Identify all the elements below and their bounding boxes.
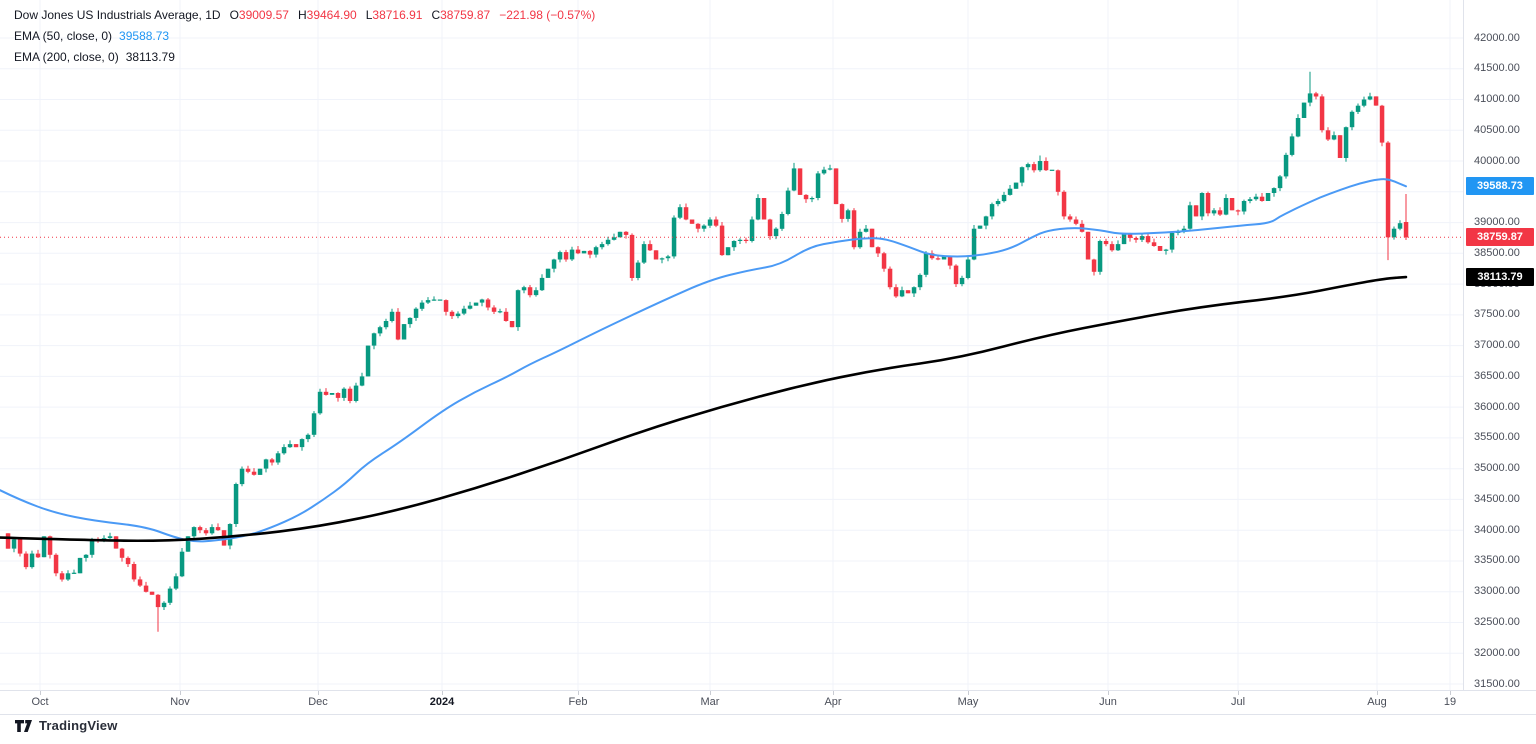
price-axis-label: 36000.00	[1474, 400, 1520, 413]
time-axis-label: 2024	[429, 696, 455, 708]
legend-symbol-row[interactable]: Dow Jones US Industrials Average, 1D O39…	[14, 8, 595, 29]
time-axis-tick	[1238, 691, 1239, 695]
ema50-value: 39588.73	[119, 29, 170, 43]
brand-text: TradingView	[39, 718, 118, 733]
time-axis-label: Jul	[1230, 696, 1246, 708]
price-axis-label: 32000.00	[1474, 646, 1520, 659]
price-axis-label: 41000.00	[1474, 93, 1520, 106]
ohlc-high: H39464.90	[297, 8, 357, 22]
time-axis-tick	[968, 691, 969, 695]
price-axis-label: 41500.00	[1474, 62, 1520, 75]
price-axis-label: 32500.00	[1474, 615, 1520, 628]
legend-ema200-row[interactable]: EMA (200, close, 0) 38113.79	[14, 50, 595, 71]
price-axis-label: 36500.00	[1474, 369, 1520, 382]
time-axis-label: Mar	[700, 696, 720, 708]
chart-legend: Dow Jones US Industrials Average, 1D O39…	[14, 8, 595, 71]
time-axis-tick	[1108, 691, 1109, 695]
ema-50-line[interactable]	[0, 178, 1407, 543]
time-axis-tick	[1377, 691, 1378, 695]
ema50-label: EMA (50, close, 0)	[14, 29, 113, 43]
ema50-price-badge: 39588.73	[1466, 177, 1534, 196]
price-axis-label: 40500.00	[1474, 123, 1520, 136]
time-axis-label: May	[957, 696, 979, 708]
time-axis-tick	[40, 691, 41, 695]
time-axis-label: Aug	[1367, 696, 1387, 708]
ohlc-close: C38759.87	[431, 8, 491, 22]
tradingview-mark-icon	[15, 719, 32, 732]
price-axis-label: 40000.00	[1474, 154, 1520, 167]
time-axis-tick	[1450, 691, 1451, 695]
price-axis-label: 34500.00	[1474, 492, 1520, 505]
time-axis-label: Nov	[170, 696, 190, 708]
time-axis-tick	[578, 691, 579, 695]
ema200-price-badge: 38113.79	[1466, 268, 1534, 287]
gridlines	[0, 0, 1463, 690]
price-axis-label: 35000.00	[1474, 462, 1520, 475]
price-axis-label: 34000.00	[1474, 523, 1520, 536]
price-axis-label: 42000.00	[1474, 31, 1520, 44]
time-axis-tick	[710, 691, 711, 695]
price-axis-label: 33000.00	[1474, 585, 1520, 598]
ohlc-low: L38716.91	[365, 8, 423, 22]
time-axis-label: Dec	[308, 696, 328, 708]
price-axis-label: 39000.00	[1474, 216, 1520, 229]
time-axis-label: Feb	[568, 696, 588, 708]
time-axis-label: Oct	[31, 696, 49, 708]
legend-ema50-row[interactable]: EMA (50, close, 0) 39588.73	[14, 29, 595, 50]
ema200-label: EMA (200, close, 0)	[14, 50, 119, 64]
price-axis-label: 37000.00	[1474, 339, 1520, 352]
price-axis-label: 31500.00	[1474, 677, 1520, 690]
tradingview-logo[interactable]: TradingView	[14, 718, 118, 733]
time-axis-label: Apr	[824, 696, 842, 708]
time-axis-tick	[442, 691, 443, 695]
ema200-value: 38113.79	[125, 50, 175, 64]
time-axis[interactable]: Oct Nov Dec 2024 Feb Mar Apr May Jun Jul Aug 19	[0, 690, 1536, 715]
symbol-title: Dow Jones US Industrials Average, 1D	[14, 8, 221, 22]
price-chart-canvas[interactable]	[0, 0, 1463, 690]
time-axis-label: 19	[1443, 696, 1457, 708]
ema-200-line[interactable]	[0, 275, 1408, 543]
candlestick-series[interactable]	[5, 71, 1409, 632]
price-axis-label: 37500.00	[1474, 308, 1520, 321]
time-axis-label: Jun	[1099, 696, 1117, 708]
price-axis-label: 38500.00	[1474, 246, 1520, 259]
price-axis[interactable]: 39588.73 38759.87 38113.79 42000.00 41500…	[1463, 0, 1536, 690]
price-axis-label: 35500.00	[1474, 431, 1520, 444]
price-axis-label: 33500.00	[1474, 554, 1520, 567]
ohlc-open: O39009.57	[229, 8, 289, 22]
time-axis-tick	[833, 691, 834, 695]
change-value: −221.98 (−0.57%)	[499, 8, 596, 22]
last-price-badge: 38759.87	[1466, 228, 1534, 247]
time-axis-tick	[318, 691, 319, 695]
time-axis-tick	[180, 691, 181, 695]
